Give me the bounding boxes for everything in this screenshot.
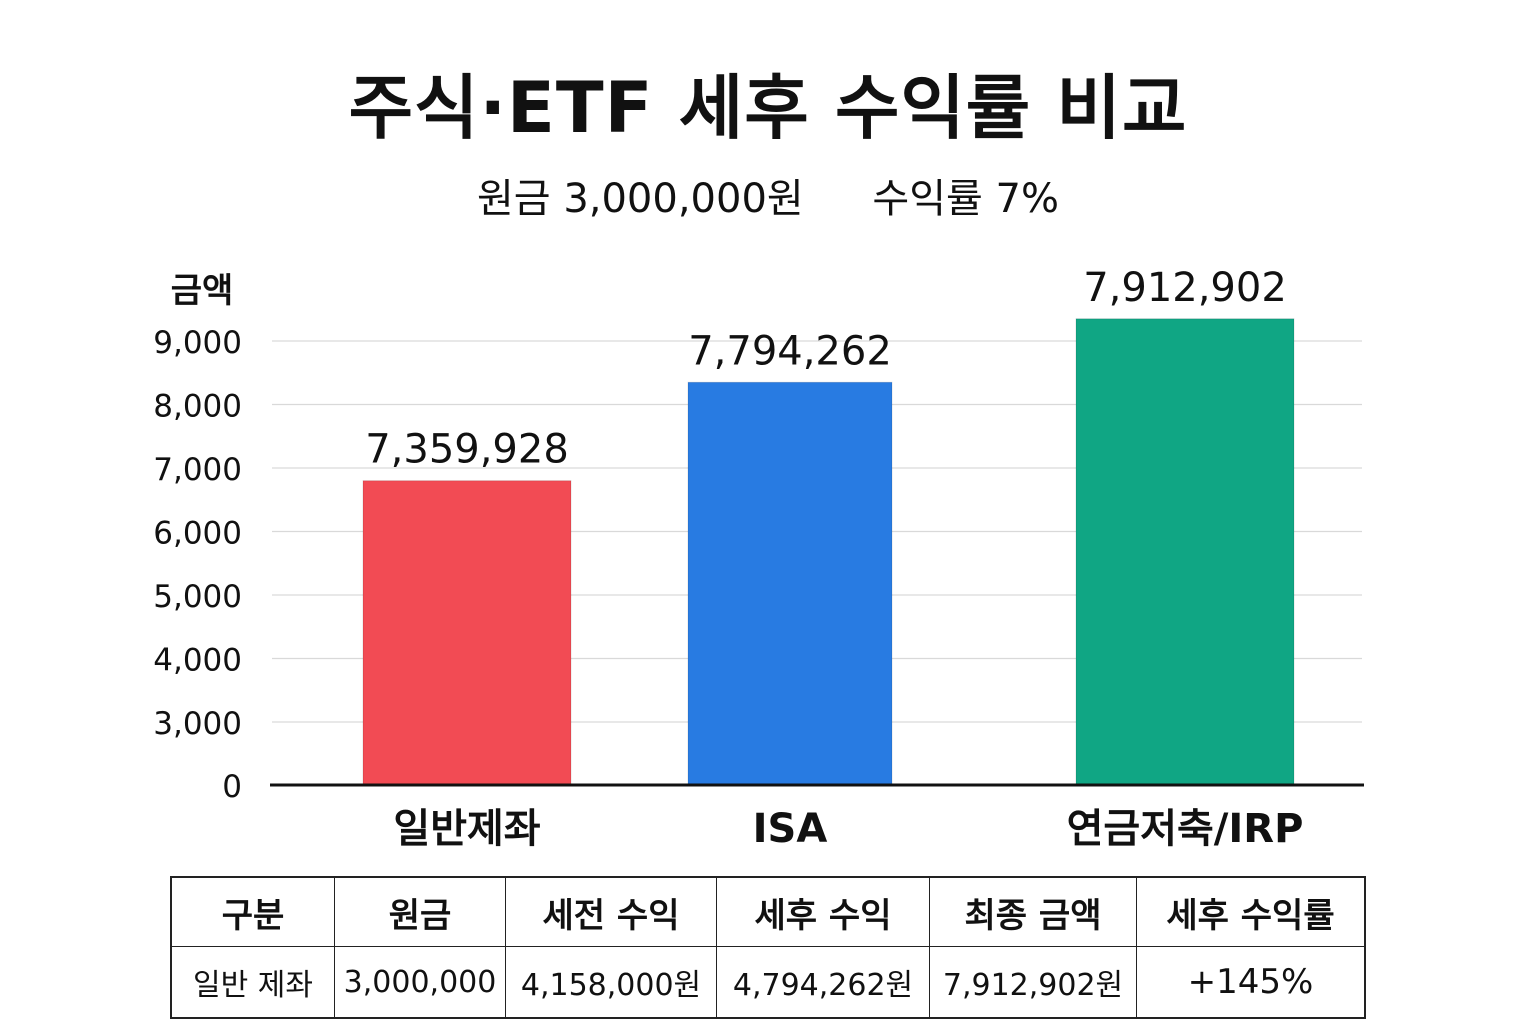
bar xyxy=(1075,318,1295,786)
header-category: 구분 xyxy=(170,876,335,947)
y-tick-label: 4,000 xyxy=(153,643,242,679)
cell-pretax-profit: 4,158,000원 xyxy=(505,946,717,1019)
header-aftertax-profit: 세후 수익 xyxy=(716,876,930,947)
y-tick-label: 6,000 xyxy=(153,516,242,552)
x-axis-categories: 일반제좌 ISA 연금저축/IRP xyxy=(393,806,1303,852)
bar xyxy=(362,480,572,786)
y-tick-label: 7,000 xyxy=(153,452,242,488)
y-tick-label: 5,000 xyxy=(153,579,242,615)
y-tick-label: 0 xyxy=(222,769,242,805)
bar-value-label: 7,912,902 xyxy=(1083,265,1287,311)
y-axis-label: 금액 xyxy=(171,271,234,311)
cell-aftertax-rate: +145% xyxy=(1136,946,1366,1019)
data-labels: 7,359,928 7,794,262 7,912,902 xyxy=(365,265,1287,473)
bar-value-label: 7,359,928 xyxy=(365,427,569,473)
subtitle: 원금 3,000,000원 수익률 7% xyxy=(0,166,1536,224)
bars xyxy=(362,318,1295,786)
cell-aftertax-profit: 4,794,262원 xyxy=(716,946,930,1019)
y-tick-label: 3,000 xyxy=(153,706,242,742)
bar-value-label: 7,794,262 xyxy=(688,328,892,374)
bar xyxy=(687,381,893,786)
page-title: 주식·ETF 세후 수익률 비교 xyxy=(348,67,1188,149)
cell-category: 일반 제좌 xyxy=(170,946,335,1019)
x-category-label: 일반제좌 xyxy=(393,806,540,852)
cell-final-amount: 7,912,902원 xyxy=(929,946,1137,1019)
y-tick-label: 8,000 xyxy=(153,389,242,425)
table-row: 일반 제좌 3,000,000 4,158,000원 4,794,262원 7,… xyxy=(170,946,1366,1019)
header-aftertax-rate: 세후 수익률 xyxy=(1136,876,1366,947)
header-pretax-profit: 세전 수익 xyxy=(505,876,717,947)
cell-principal: 3,000,000 xyxy=(334,946,506,1019)
table-header-row: 구분 원금 세전 수익 세후 수익 최종 금액 세후 수익률 xyxy=(170,876,1366,947)
x-category-label: ISA xyxy=(753,806,828,852)
header-principal: 원금 xyxy=(334,876,506,947)
header-final-amount: 최종 금액 xyxy=(929,876,1137,947)
summary-table: 구분 원금 세전 수익 세후 수익 최종 금액 세후 수익률 일반 제좌 3,0… xyxy=(170,876,1366,1019)
y-tick-label: 9,000 xyxy=(153,325,242,361)
subtitle-rate: 수익률 7% xyxy=(872,176,1059,222)
bar-chart: 7,359,928 7,794,262 7,912,902 0 3,000 4,000 5… xyxy=(153,265,1364,852)
subtitle-principal: 원금 3,000,000원 xyxy=(477,176,804,222)
x-category-label: 연금저축/IRP xyxy=(1067,806,1304,852)
y-axis-ticks: 0 3,000 4,000 5,000 6,000 7,000 8,000 9,000 xyxy=(153,325,242,805)
